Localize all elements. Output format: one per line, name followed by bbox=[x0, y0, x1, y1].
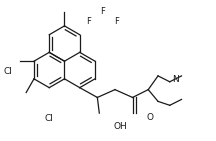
Text: F: F bbox=[100, 7, 105, 16]
Text: F: F bbox=[86, 17, 91, 26]
Text: Cl: Cl bbox=[44, 114, 53, 123]
Text: OH: OH bbox=[114, 122, 127, 131]
Text: F: F bbox=[114, 17, 119, 26]
Text: Cl: Cl bbox=[3, 67, 12, 76]
Text: O: O bbox=[147, 113, 154, 122]
Text: N: N bbox=[172, 75, 179, 84]
